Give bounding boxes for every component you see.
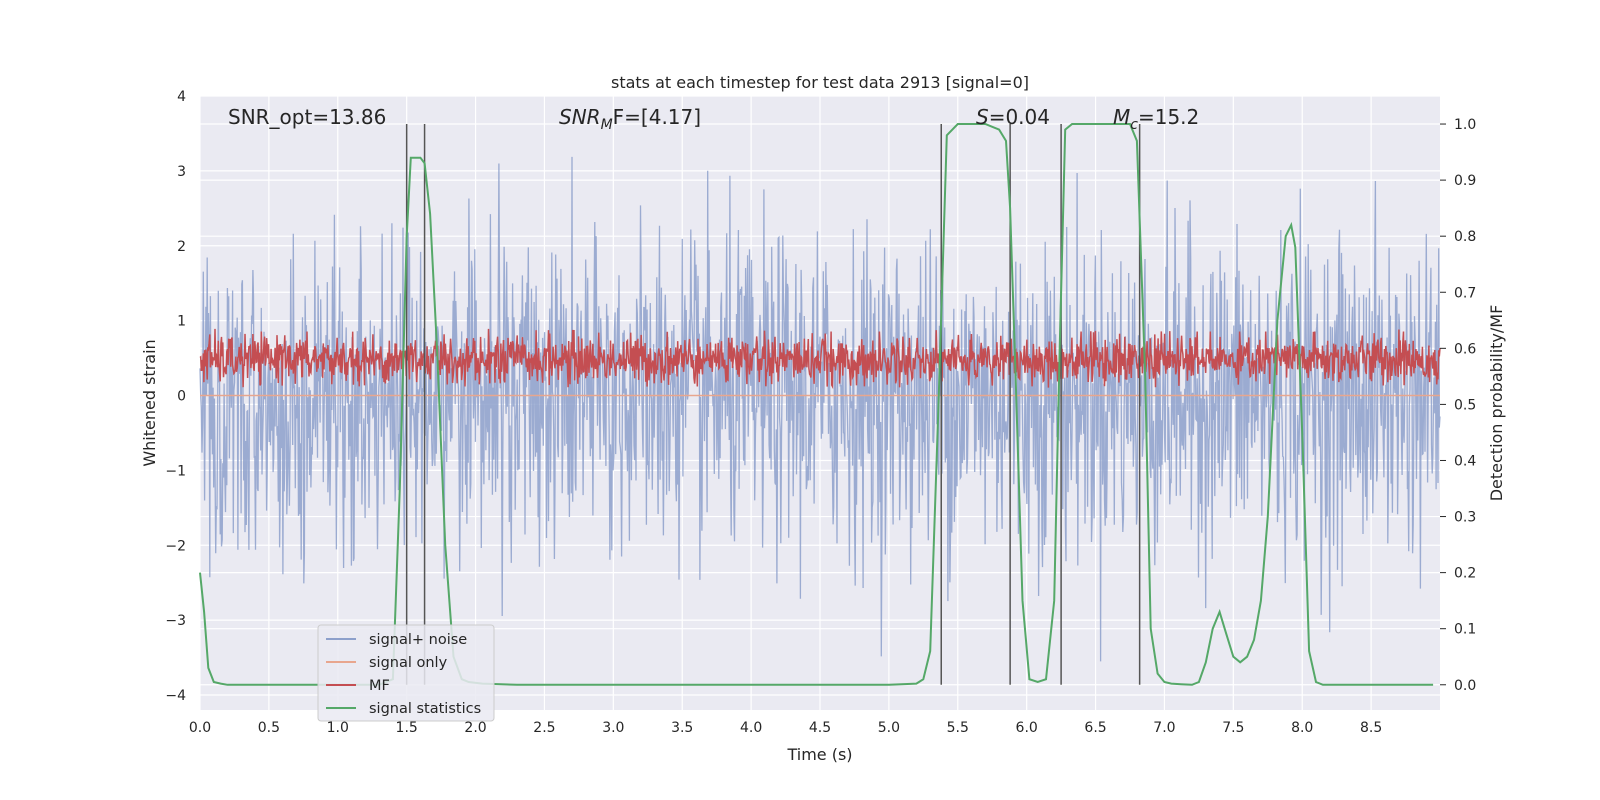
annotation-mc-var: M (1113, 105, 1130, 129)
annotation-snr-mf: SNRMF=[4.17] (559, 105, 701, 133)
tick-labels: 0.0 0.5 1.0 1.5 2.0 2.5 3.0 3.5 4.0 4.5 5.0 5.5 6.0 6… (165, 89, 1476, 736)
x-tick-label: 3.5 (671, 720, 693, 736)
x-tick-label: 6.5 (1084, 720, 1106, 736)
x-tick-label: 6.0 (1016, 720, 1038, 736)
y-left-tick-label: 4 (177, 89, 186, 105)
x-tick-label: 2.5 (533, 720, 555, 736)
x-tick-label: 5.0 (878, 720, 900, 736)
x-tick-label: 4.0 (740, 720, 762, 736)
y-left-tick-label: −4 (165, 688, 186, 704)
annotation-snr-mf-sub: M (601, 117, 613, 133)
y-right-tick-label: 0.7 (1454, 285, 1476, 301)
annotation-snr-opt: SNR_opt=13.86 (228, 105, 386, 129)
x-tick-label: 0.5 (258, 720, 280, 736)
legend-label-signal-statistics: signal statistics (369, 701, 481, 717)
annotation-s-var: S (976, 105, 989, 129)
y-left-tick-label: 0 (177, 389, 186, 405)
x-tick-label: 8.0 (1291, 720, 1313, 736)
x-tick-label: 1.5 (396, 720, 418, 736)
x-axis-label: Time (s) (786, 745, 852, 764)
annotation-snr-mf-main: SNR (559, 105, 601, 129)
legend-box (317, 624, 495, 722)
y-right-tick-label: 0.6 (1454, 341, 1476, 357)
x-tick-label: 8.5 (1360, 720, 1382, 736)
legend-label-mf: MF (369, 678, 390, 694)
annotation-s-rest: =0.04 (989, 105, 1050, 129)
annotation-s: S=0.04 (976, 105, 1050, 129)
annotation-mc-sub: c (1130, 117, 1138, 133)
y-right-tick-label: 0.3 (1454, 510, 1476, 526)
signal-statistics-line (199, 123, 1434, 686)
y-axis-label-left: Whitened strain (140, 339, 159, 466)
x-tick-label: 2.0 (464, 720, 486, 736)
annotation-mc: Mc=15.2 (1113, 105, 1199, 133)
y-right-tick-label: 1.0 (1454, 117, 1476, 133)
y-right-tick-label: 0.8 (1454, 229, 1476, 245)
y-right-tick-label: 0.2 (1454, 566, 1476, 582)
signal-statistics-series (199, 123, 1434, 686)
y-right-tick-label: 0.5 (1454, 397, 1476, 413)
x-tick-label: 7.5 (1222, 720, 1244, 736)
y-left-tick-label: 2 (177, 239, 186, 255)
y-left-tick-label: −3 (165, 613, 186, 629)
x-tick-label: 0.0 (189, 720, 211, 736)
y-left-tick-label: −2 (165, 538, 186, 554)
x-tick-label: 3.0 (602, 720, 624, 736)
x-tick-label: 7.0 (1153, 720, 1175, 736)
x-tick-label: 4.5 (809, 720, 831, 736)
y-left-tick-label: −1 (165, 463, 186, 479)
y-left-tick-label: 1 (177, 314, 186, 330)
y-right-tick-label: 0.1 (1454, 622, 1476, 638)
y-right-tick-label: 0.9 (1454, 173, 1476, 189)
chart-title: stats at each timestep for test data 291… (611, 73, 1029, 92)
legend-label-signal-only: signal only (369, 655, 448, 671)
y-right-tick-label: 0.4 (1454, 453, 1476, 469)
y-right-tick-label: 0.0 (1454, 678, 1476, 694)
legend-label-signal-noise: signal+ noise (369, 632, 467, 648)
x-tick-label: 1.0 (327, 720, 349, 736)
legend: signal+ noise signal only MF signal stat… (317, 624, 495, 722)
x-tick-label: 5.5 (947, 720, 969, 736)
annotation-snr-mf-rest: F=[4.17] (613, 105, 701, 129)
y-left-tick-label: 3 (177, 164, 186, 180)
annotation-mc-rest: =15.2 (1138, 105, 1199, 129)
y-axis-label-right: Detection probability/MF (1487, 305, 1506, 502)
